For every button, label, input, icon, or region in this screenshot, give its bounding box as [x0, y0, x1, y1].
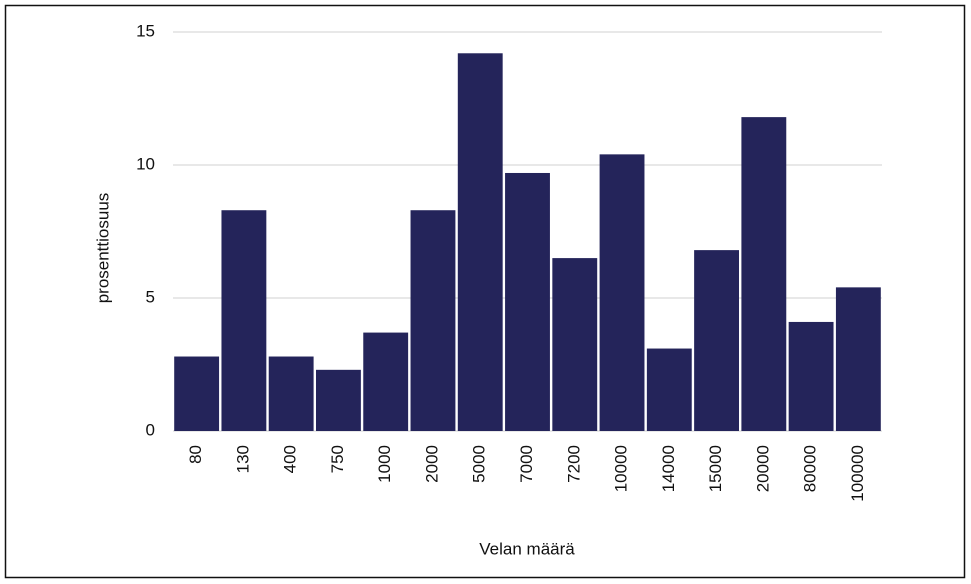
x-tick-label: 14000: [659, 445, 678, 492]
x-tick-label: 400: [281, 445, 300, 473]
bar: [268, 356, 314, 431]
x-tick-label: 80: [186, 445, 205, 464]
y-tick-label: 15: [136, 21, 155, 40]
y-tick-label: 5: [146, 287, 155, 306]
bar: [174, 356, 220, 431]
x-tick-label: 20000: [753, 445, 772, 492]
y-tick-label: 0: [146, 420, 155, 439]
x-tick-label: 1000: [375, 445, 394, 483]
bar: [552, 258, 598, 431]
x-tick-label: 5000: [470, 445, 489, 483]
x-tick-label: 80000: [801, 445, 820, 492]
x-tick-label: 15000: [706, 445, 725, 492]
x-tick-label: 7000: [517, 445, 536, 483]
x-axis-label: Velan määrä: [479, 539, 575, 558]
bar: [646, 348, 692, 431]
x-tick-label: 2000: [422, 445, 441, 483]
bar: [457, 53, 503, 431]
bar: [505, 172, 550, 432]
bar: [694, 250, 739, 431]
bar: [221, 210, 267, 431]
x-tick-label: 7200: [564, 445, 583, 483]
bar: [788, 321, 834, 431]
bar: [410, 210, 456, 431]
bar: [835, 287, 881, 431]
y-axis-label: prosenttiosuus: [93, 193, 112, 304]
bar: [316, 369, 361, 431]
x-tick-label: 100000: [848, 445, 867, 502]
x-tick-label: 10000: [612, 445, 631, 492]
bar: [741, 117, 787, 432]
x-tick-label: 130: [233, 445, 252, 473]
bar: [599, 154, 645, 432]
y-tick-label: 10: [136, 154, 155, 173]
bar: [363, 332, 409, 431]
x-tick-label: 750: [328, 445, 347, 473]
